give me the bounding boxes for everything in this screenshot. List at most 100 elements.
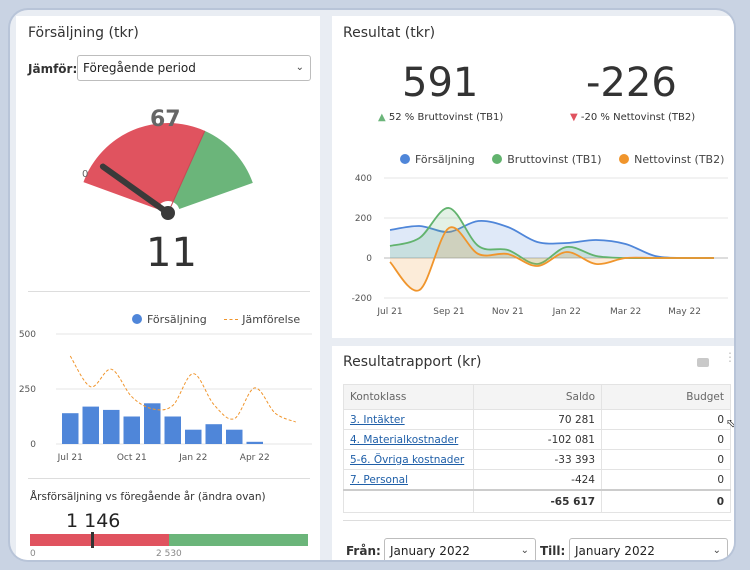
compare-label: Jämför: — [28, 62, 78, 76]
kpi1-caption: ▲ 52 % Bruttovinst (TB1) — [378, 112, 503, 123]
yearly-bar-red — [30, 534, 169, 546]
y-tick-label: 250 — [19, 385, 36, 395]
divider — [28, 291, 310, 292]
x-tick-label: Oct 21 — [117, 453, 147, 463]
x-tick-label: Jan 22 — [178, 453, 207, 463]
yearly-tick-label: 2 530 — [156, 549, 182, 559]
dashboard-frame: Försäljning (tkr) Jämför: Föregående per… — [10, 10, 734, 560]
budget-cell: 0 — [601, 409, 731, 430]
saldo-cell: -424 — [473, 469, 602, 491]
x-tick-label: Jul 21 — [376, 307, 402, 316]
legend-marker-sales — [132, 314, 142, 324]
gauge-hub — [161, 206, 175, 220]
sales-bar — [246, 441, 263, 444]
yearly-min-label: 0 — [30, 549, 36, 559]
y-tick-label: 200 — [355, 214, 372, 224]
x-tick-label: Apr 22 — [240, 453, 270, 463]
from-month-value: January 2022 — [390, 544, 470, 558]
sales-bar — [103, 409, 120, 444]
kpi2-value: -226 — [586, 60, 677, 106]
triangle-down-icon: ▼ — [570, 112, 578, 123]
report-panel: Resultatrapport (kr) ⋮ Kontoklass Saldo … — [332, 346, 734, 560]
y-tick-label: 500 — [19, 330, 36, 340]
sales-panel: Försäljning (tkr) Jämför: Föregående per… — [16, 16, 320, 560]
sales-bar — [62, 413, 79, 444]
sales-bar-chart: 500 250 0 Jul 21 Oct 21 Jan 22 Apr 22 — [19, 330, 312, 463]
table-header-row: Kontoklass Saldo Budget — [343, 384, 731, 410]
gauge-target-label: 67 — [150, 107, 181, 132]
budget-cell: 0 — [601, 469, 731, 491]
sales-bar — [226, 429, 243, 444]
y-tick-label: 0 — [30, 440, 36, 450]
sales-title: Försäljning (tkr) — [28, 25, 139, 41]
sales-gauge — [83, 122, 253, 220]
comment-icon[interactable] — [697, 358, 709, 367]
comparison-line — [69, 355, 296, 423]
account-link[interactable]: 5-6. Övriga kostnader — [350, 453, 465, 466]
result-panel: Resultat (tkr) 591 ▲ 52 % Bruttovinst (T… — [332, 16, 734, 338]
legend-marker-net — [619, 154, 630, 164]
series-line — [389, 226, 714, 292]
sales-bar — [82, 406, 99, 444]
to-month-select[interactable]: January 2022 ⌄ — [569, 538, 728, 560]
sales-bar — [164, 416, 181, 444]
account-link[interactable]: 3. Intäkter — [350, 413, 405, 426]
more-options-icon[interactable]: ⋮ — [724, 350, 734, 364]
gauge-min-label: 0 — [82, 169, 89, 180]
from-month-select[interactable]: January 2022 ⌄ — [384, 538, 536, 560]
chevron-down-icon: ⌄ — [295, 62, 304, 73]
table-row: 3. Intäkter 70 281 0 — [343, 409, 731, 430]
yearly-value: 1 146 — [66, 510, 121, 532]
table-row: 5-6. Övriga kostnader -33 393 0 — [343, 449, 731, 470]
mouse-cursor-icon: ⬁ — [726, 416, 734, 430]
from-label: Från: — [346, 544, 381, 558]
chevron-down-icon: ⌄ — [520, 545, 529, 556]
divider — [28, 478, 310, 479]
x-tick-label: Jul 21 — [57, 453, 83, 463]
legend-compare: Jämförelse — [242, 313, 301, 326]
compare-select[interactable]: Föregående period ⌄ — [77, 55, 311, 81]
account-link[interactable]: 4. Materialkostnader — [350, 433, 459, 446]
header-budget: Budget — [601, 384, 731, 410]
legend-marker-gross — [492, 154, 503, 164]
table-row: 4. Materialkostnader -102 081 0 — [343, 429, 731, 450]
yearly-bar — [30, 532, 308, 548]
kpi2-caption: ▼ -20 % Nettovinst (TB2) — [570, 112, 695, 123]
table-row: 7. Personal -424 0 — [343, 469, 731, 491]
legend-marker-compare — [224, 319, 239, 320]
gauge-red-segment — [83, 122, 205, 209]
report-title: Resultatrapport (kr) — [343, 354, 482, 370]
report-table: Kontoklass Saldo Budget 3. Intäkter 70 2… — [343, 384, 731, 513]
total-budget: 0 — [601, 489, 731, 513]
result-title: Resultat (tkr) — [343, 25, 436, 41]
saldo-cell: 70 281 — [473, 409, 602, 430]
kpi1-label: 52 % Bruttovinst (TB1) — [388, 112, 504, 123]
x-tick-label: Mar 22 — [610, 307, 641, 316]
legend-gross: Bruttovinst (TB1) — [507, 153, 602, 166]
sales-bar — [205, 424, 222, 444]
yearly-title: Årsförsäljning vs föregående år (ändra o… — [30, 491, 266, 503]
series-area — [390, 207, 714, 265]
y-tick-label: 0 — [366, 254, 372, 264]
gauge-value-label: 11 — [146, 230, 197, 276]
saldo-cell: -33 393 — [473, 449, 602, 470]
header-kontoklass: Kontoklass — [343, 384, 474, 410]
y-tick-label: -200 — [352, 294, 373, 304]
triangle-up-icon: ▲ — [378, 112, 386, 123]
divider — [343, 520, 731, 521]
total-saldo: -65 617 — [473, 489, 602, 513]
x-tick-label: Sep 21 — [433, 307, 464, 316]
table-total-row: -65 617 0 — [343, 489, 731, 513]
legend-sales: Försäljning — [147, 313, 207, 326]
sales-bar — [144, 403, 161, 444]
saldo-cell: -102 081 — [473, 429, 602, 450]
sales-bar — [185, 429, 202, 444]
bar-chart-legend: Försäljning Jämförelse — [132, 313, 300, 326]
account-link[interactable]: 7. Personal — [350, 473, 408, 486]
budget-cell: 0 — [601, 449, 731, 470]
legend-sales: Försäljning — [415, 153, 475, 166]
kpi1-value: 591 — [402, 60, 479, 106]
x-tick-label: Nov 21 — [492, 307, 524, 316]
legend-net: Nettovinst (TB2) — [634, 153, 725, 166]
